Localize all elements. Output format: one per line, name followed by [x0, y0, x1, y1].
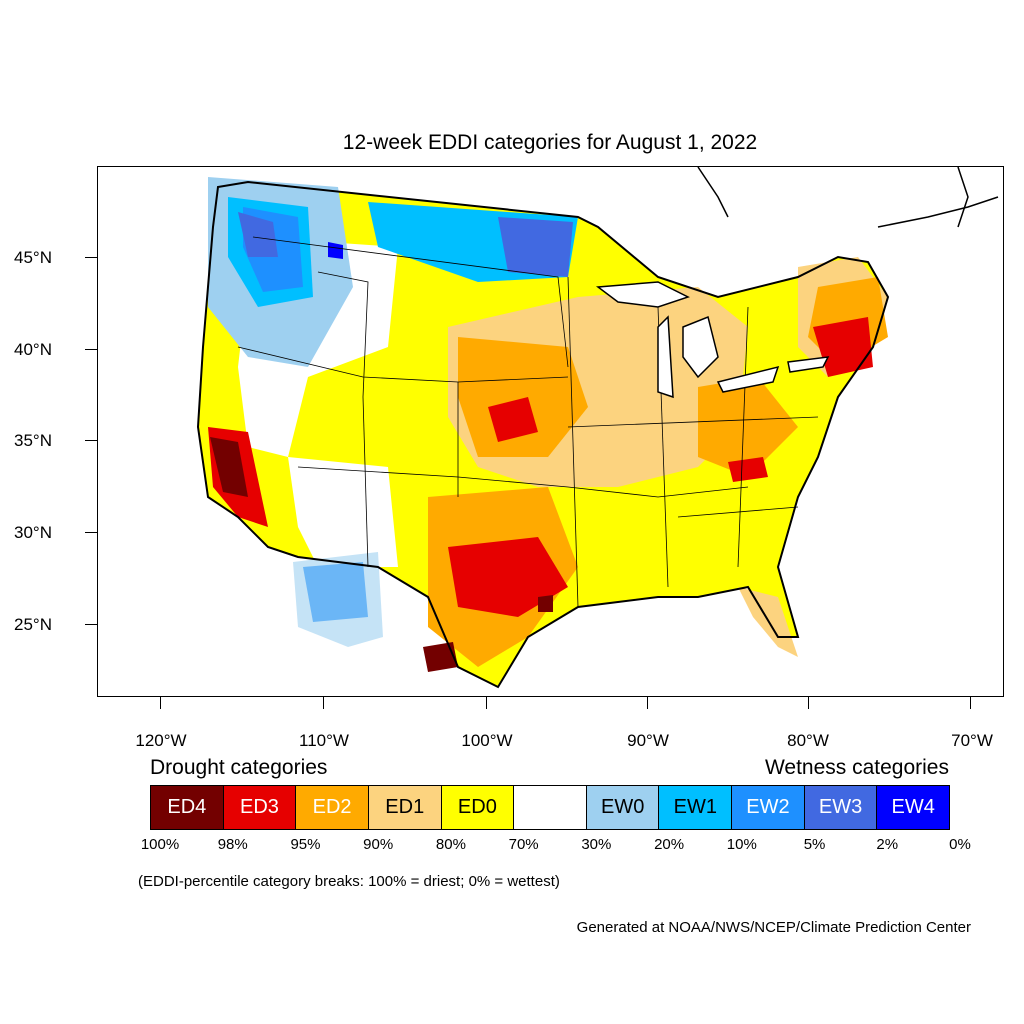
legend-swatch-ed2: ED2 — [296, 786, 369, 829]
region-ew0-arizona — [293, 552, 383, 647]
lon-label-100: 100°W — [461, 731, 513, 750]
eddi-map — [196, 167, 999, 689]
legend-swatch-ed3: ED3 — [223, 786, 297, 829]
legend-break-label: 90% — [363, 836, 394, 853]
legend-break-label: 98% — [217, 836, 248, 853]
region-ed2-ohio — [698, 377, 798, 477]
legend-break-label: 80% — [435, 836, 466, 853]
lon-label-70: 70°W — [951, 731, 993, 750]
legend-swatch-ew1: EW1 — [659, 786, 733, 829]
lon-label-120: 120°W — [135, 731, 187, 750]
region-ew3-northwest — [238, 212, 278, 257]
lat-label-35: 35°N — [14, 431, 52, 450]
lat-tick — [85, 532, 97, 533]
lon-tick — [970, 697, 971, 709]
lat-label-40: 40°N — [14, 340, 52, 359]
region-ed2-plains — [458, 337, 588, 457]
lat-tick — [85, 349, 97, 350]
map-title: 12-week EDDI categories for August 1, 20… — [342, 131, 758, 154]
lat-tick — [85, 440, 97, 441]
legend-swatch-ew3: EW3 — [804, 786, 878, 829]
legend-break-label: 100% — [140, 836, 180, 853]
lon-tick — [486, 697, 487, 709]
lat-tick — [85, 624, 97, 625]
region-ed3-northeast — [813, 317, 873, 377]
region-ed4-texas — [538, 595, 553, 612]
lon-tick — [808, 697, 809, 709]
lon-label-90: 90°W — [627, 731, 669, 750]
lat-label-30: 30°N — [14, 523, 52, 542]
region-ed3-kansas — [488, 397, 538, 442]
credit-line: Generated at NOAA/NWS/NCEP/Climate Predi… — [576, 919, 971, 936]
region-normal-southwest — [288, 457, 398, 567]
region-ed4-california — [210, 437, 248, 497]
map-panel[interactable] — [97, 166, 1004, 697]
region-ed3-tennessee — [728, 457, 768, 482]
legend-break-label: 0% — [949, 836, 971, 853]
lat-tick — [85, 257, 97, 258]
lon-tick — [647, 697, 648, 709]
state-boundaries — [237, 236, 819, 608]
lat-label-45: 45°N — [14, 248, 52, 267]
legend-break-label: 10% — [726, 836, 757, 853]
lon-tick — [160, 697, 161, 709]
legend-swatch-normal — [514, 786, 587, 829]
category-note: (EDDI-percentile category breaks: 100% =… — [138, 873, 560, 890]
legend-break-label: 20% — [654, 836, 685, 853]
legend-break-label: 95% — [290, 836, 321, 853]
region-ew3-minnesota — [498, 217, 573, 277]
legend-colorbar: ED4 ED3 ED2 ED1 ED0 EW0 EW1 EW2 EW3 EW4 — [150, 785, 950, 830]
legend-break-label: 30% — [581, 836, 612, 853]
region-ed4-mexico — [423, 642, 458, 672]
legend-swatch-ed0: ED0 — [441, 786, 515, 829]
great-lakes — [595, 281, 830, 399]
legend-break-label: 2% — [876, 836, 899, 853]
lon-label-110: 110°W — [299, 731, 349, 750]
wetness-heading: Wetness categories — [764, 756, 949, 779]
coastline — [196, 180, 890, 689]
legend-break-label: 70% — [508, 836, 539, 853]
legend-break-label: 5% — [803, 836, 826, 853]
legend-swatch-ed1: ED1 — [368, 786, 442, 829]
lat-label-25: 25°N — [14, 615, 52, 634]
region-ew4-washington — [328, 242, 343, 259]
legend-swatch-ew2: EW2 — [732, 786, 805, 829]
lon-label-80: 80°W — [787, 731, 829, 750]
legend-swatch-ed4: ED4 — [151, 786, 224, 829]
canada-coastline — [697, 167, 999, 228]
legend-swatch-ew0: EW0 — [586, 786, 660, 829]
legend-swatch-ew4: EW4 — [877, 786, 950, 829]
drought-heading: Drought categories — [150, 756, 328, 779]
lon-tick — [323, 697, 324, 709]
